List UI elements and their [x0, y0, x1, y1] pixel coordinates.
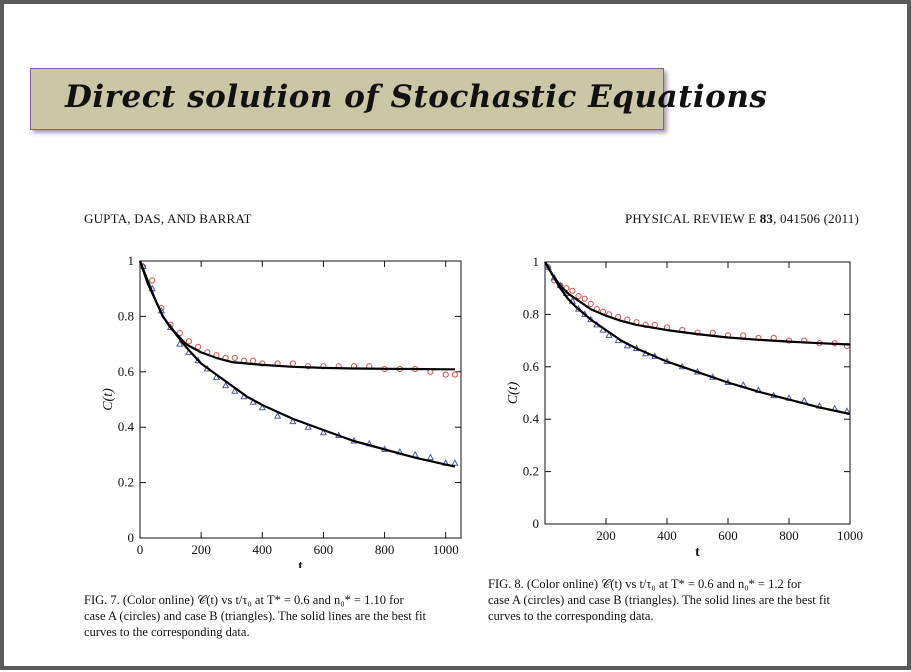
data-point-triangle — [319, 428, 328, 436]
x-tick-label: 400 — [657, 528, 677, 543]
y-tick-label: 0 — [533, 516, 540, 531]
fit-curve — [544, 261, 851, 346]
slide-title-box: Direct solution of Stochastic Equations — [30, 68, 767, 130]
y-axis-label: C(t) — [506, 381, 521, 404]
caption-line: curves to the corresponding data. — [84, 625, 250, 639]
y-tick-label: 0 — [128, 530, 135, 545]
y-tick-label: 0.4 — [523, 411, 540, 426]
data-point-triangle — [221, 381, 230, 389]
data-point-circle — [740, 332, 747, 339]
journal-volume: 83 — [759, 211, 774, 226]
plot-frame — [139, 260, 462, 539]
data-point-circle — [442, 371, 449, 378]
y-tick-label: 0.4 — [118, 419, 135, 434]
y-tick-label: 0.6 — [118, 364, 135, 379]
data-point-circle — [231, 354, 238, 362]
data-point-triangle — [451, 459, 459, 466]
caption-line: FIG. 8. (Color online) 𝒞(t) vs t/τ₀ at T… — [488, 577, 802, 591]
fit-curve — [544, 261, 851, 416]
paper-authors: GUPTA, DAS, AND BARRAT — [84, 211, 252, 226]
y-tick-label: 0.2 — [523, 464, 539, 479]
y-tick-label: 1 — [533, 254, 540, 269]
data-point-circle — [575, 292, 582, 300]
data-point-circle — [569, 287, 576, 294]
data-point-circle — [843, 342, 851, 349]
caption-line: case A (circles) and case B (triangles).… — [488, 593, 831, 607]
y-axis-label: C(t) — [101, 388, 116, 411]
y-tick-label: 1 — [128, 253, 135, 268]
fit-curve — [138, 260, 456, 468]
data-point-triangle — [231, 387, 239, 394]
x-tick-label: 600 — [314, 542, 334, 557]
data-point-triangle — [176, 340, 184, 347]
data-point-circle — [581, 295, 588, 302]
x-tick-label: 0 — [137, 542, 144, 557]
x-tick-label: 1000 — [433, 542, 459, 557]
caption-line: FIG. 7. (Color online) 𝒞(t) vs t/τ₀ at T… — [84, 593, 404, 607]
journal-suffix: , 041506 (2011) — [773, 211, 860, 226]
plot-frame — [544, 261, 851, 525]
y-tick-label: 0.2 — [118, 475, 134, 490]
data-point-circle — [289, 360, 296, 367]
data-point-circle — [185, 338, 193, 345]
data-point-circle — [451, 371, 458, 378]
data-point-triangle — [289, 417, 297, 425]
data-point-circle — [149, 277, 156, 284]
data-point-circle — [250, 357, 257, 364]
figure-7-caption: FIG. 7. (Color online) 𝒞(t) vs t/τ₀ at T… — [84, 592, 474, 640]
data-point-circle — [259, 360, 266, 367]
data-point-circle — [194, 343, 202, 350]
y-tick-label: 0.8 — [523, 306, 539, 321]
figure-8-chart: 200 400 600 800 1000 0 0.2 0.4 0.6 0.8 1 t C(t) — [506, 254, 863, 560]
slide-title: Direct solution of Stochastic Equations — [65, 79, 768, 115]
x-tick-label: 800 — [779, 528, 799, 543]
data-point-triangle — [304, 423, 312, 430]
data-point-triangle — [273, 412, 282, 419]
x-axis-label: t — [695, 545, 700, 560]
data-point-triangle — [426, 453, 435, 461]
x-tick-label: 400 — [253, 542, 272, 557]
x-tick-label: 600 — [718, 528, 738, 543]
data-point-triangle — [605, 331, 613, 338]
x-tick-label: 200 — [596, 528, 616, 543]
figure-8-caption: FIG. 8. (Color online) 𝒞(t) vs t/τ₀ at T… — [488, 576, 880, 624]
data-point-circle — [587, 300, 594, 308]
y-tick-label: 0.6 — [523, 359, 540, 374]
data-point-triangle — [258, 403, 266, 411]
caption-line: curves to the corresponding data. — [488, 609, 654, 623]
x-tick-label: 200 — [191, 542, 211, 557]
x-tick-label: 1000 — [837, 528, 863, 543]
caption-line: case A (circles) and case B (triangles).… — [84, 609, 427, 623]
figure-7-chart: 0 200 400 600 800 1000 0 0.2 0.4 0.6 0.8 1 t C(t) — [101, 253, 462, 568]
y-tick-label: 0.8 — [118, 308, 134, 323]
x-tick-label: 800 — [375, 542, 395, 557]
journal-prefix: PHYSICAL REVIEW E — [625, 211, 760, 226]
x-axis-label: t — [298, 559, 303, 568]
journal-reference: PHYSICAL REVIEW E 83, 041506 (2011) — [625, 211, 859, 227]
